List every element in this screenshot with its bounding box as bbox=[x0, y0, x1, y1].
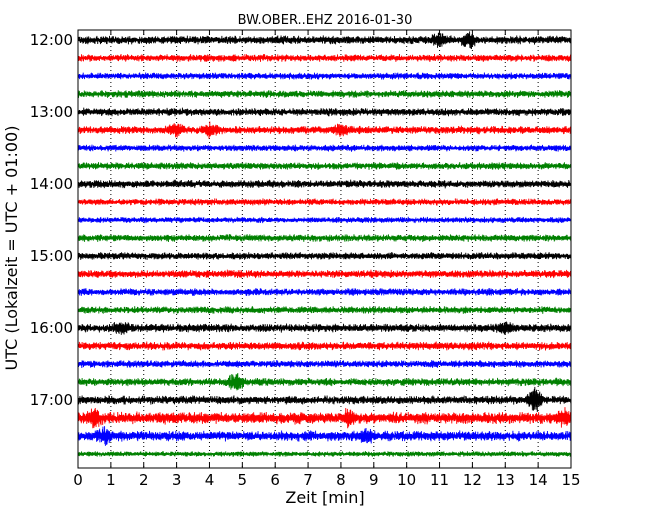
x-tick-label: 12 bbox=[463, 471, 482, 489]
seismic-trace-1445 bbox=[77, 234, 572, 242]
x-tick-label: 15 bbox=[561, 471, 580, 489]
x-tick-label: 14 bbox=[529, 471, 548, 489]
seismic-trace-1615 bbox=[77, 341, 572, 351]
seismic-trace-1715 bbox=[77, 407, 572, 429]
plot-frame bbox=[77, 29, 572, 469]
seismic-trace-1345 bbox=[77, 162, 572, 170]
y-tick-label: 12:00 bbox=[30, 31, 73, 49]
seismic-trace-1245 bbox=[77, 90, 572, 99]
x-tick-label: 1 bbox=[106, 471, 116, 489]
x-tick-label: 5 bbox=[238, 471, 248, 489]
y-tick-label: 15:00 bbox=[30, 247, 73, 265]
seismic-trace-1700 bbox=[77, 386, 572, 412]
x-axis-ticks: 0 1 2 3 4 5 6 7 8 9 10 11 12 13 14 15 bbox=[73, 30, 581, 489]
seismic-trace-1600 bbox=[77, 321, 572, 335]
seismic-trace-1645 bbox=[77, 373, 572, 391]
x-tick-label: 2 bbox=[139, 471, 149, 489]
seismic-trace-1500 bbox=[77, 251, 572, 260]
seismic-trace-1430 bbox=[77, 216, 572, 224]
y-tick-label: 13:00 bbox=[30, 103, 73, 121]
seismic-trace-1200 bbox=[77, 31, 572, 49]
seismic-trace-1530 bbox=[77, 288, 572, 296]
seismic-trace-1745 bbox=[77, 451, 572, 458]
seismic-trace-1300 bbox=[77, 107, 572, 117]
x-tick-label: 13 bbox=[496, 471, 515, 489]
seismic-trace-1315 bbox=[77, 121, 572, 139]
seismic-trace-1415 bbox=[77, 198, 572, 206]
seismic-trace-1330 bbox=[77, 144, 572, 152]
x-tick-label: 3 bbox=[172, 471, 182, 489]
x-tick-label: 9 bbox=[369, 471, 379, 489]
y-tick-label: 14:00 bbox=[30, 175, 73, 193]
y-axis-label: UTC (Lokalzeit = UTC + 01:00) bbox=[2, 126, 21, 371]
x-tick-label: 8 bbox=[336, 471, 346, 489]
y-tick-label: 17:00 bbox=[30, 391, 73, 409]
chart-title: BW.OBER..EHZ 2016-01-30 bbox=[238, 13, 413, 28]
x-tick-label: 0 bbox=[73, 471, 83, 489]
seismic-trace-1630 bbox=[77, 360, 572, 368]
x-axis-label: Zeit [min] bbox=[285, 488, 364, 507]
x-tick-label: 4 bbox=[205, 471, 215, 489]
seismic-traces bbox=[77, 31, 572, 458]
y-axis-ticks: 12:00 13:00 14:00 15:00 16:00 17:00 bbox=[30, 31, 571, 409]
seismic-trace-1400 bbox=[77, 179, 572, 189]
y-tick-label: 16:00 bbox=[30, 319, 73, 337]
x-tick-label: 6 bbox=[270, 471, 280, 489]
x-tick-label: 7 bbox=[303, 471, 313, 489]
seismic-trace-1730 bbox=[77, 426, 572, 446]
x-tick-label: 11 bbox=[430, 471, 449, 489]
seismic-trace-1215 bbox=[77, 53, 572, 62]
x-tick-label: 10 bbox=[397, 471, 416, 489]
seismic-trace-1545 bbox=[77, 305, 572, 314]
seismic-trace-1515 bbox=[77, 269, 572, 279]
seismic-trace-1230 bbox=[77, 72, 572, 80]
